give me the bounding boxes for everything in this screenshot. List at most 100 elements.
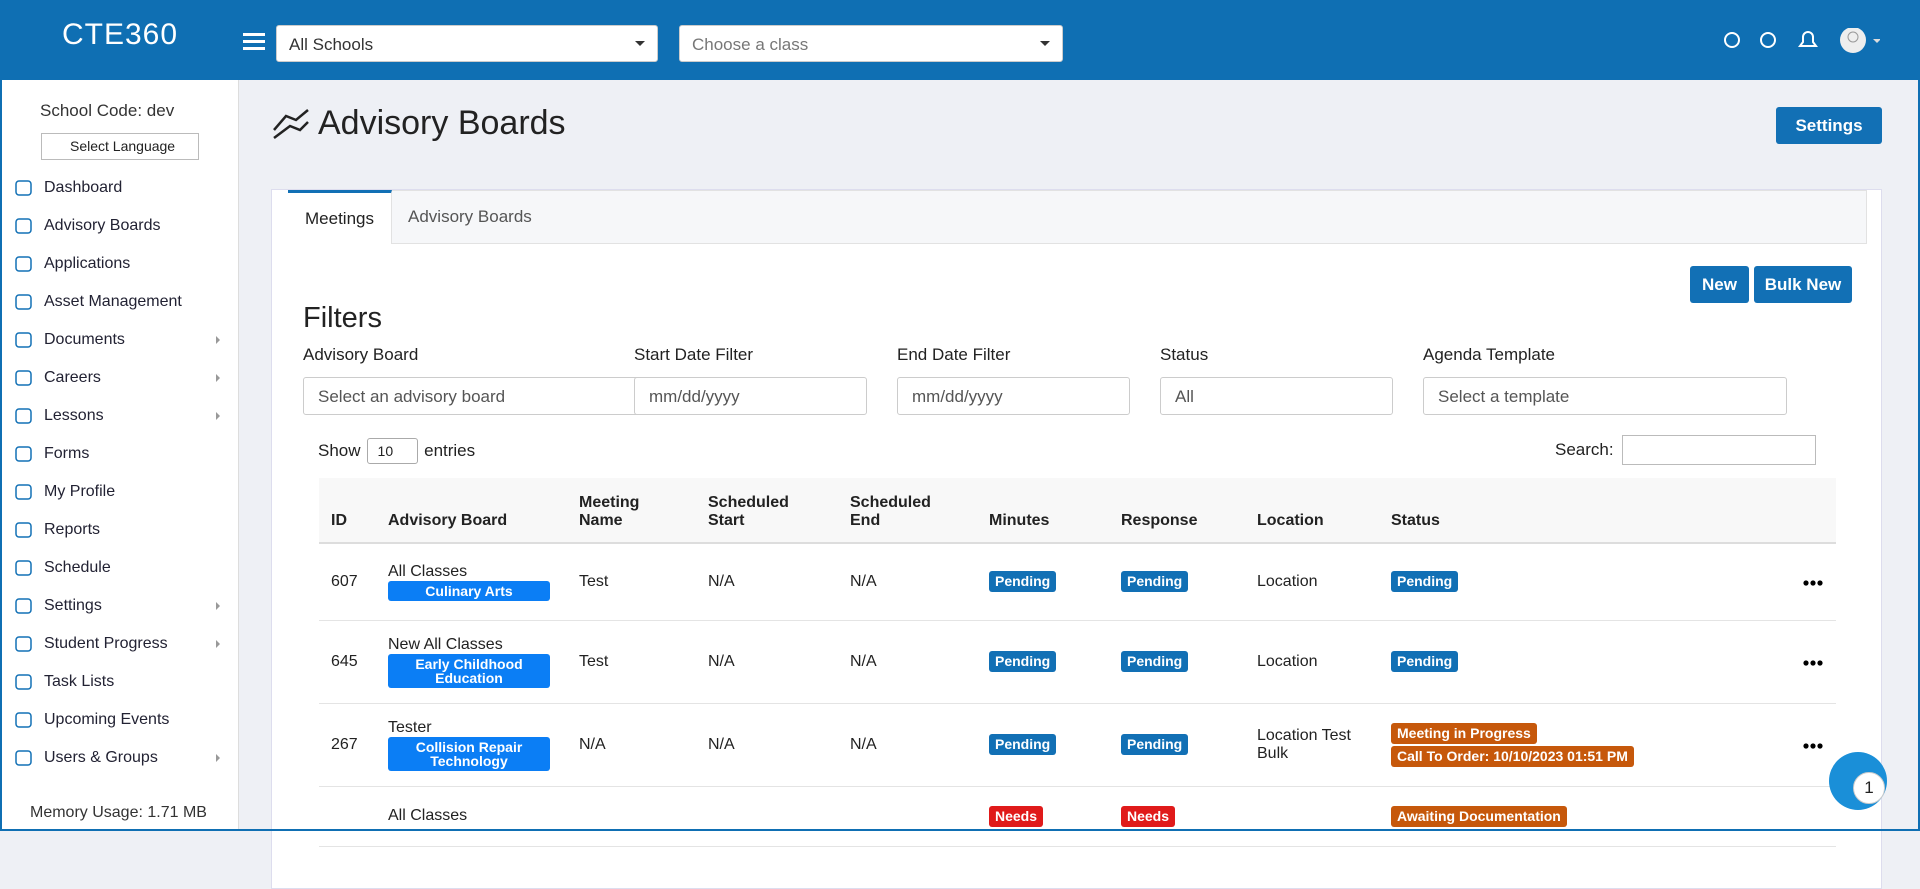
cell: All Classes Culinary Arts <box>376 543 567 621</box>
menu-icon <box>15 636 32 652</box>
menu-icon <box>15 370 32 386</box>
filter-label: Advisory Board <box>303 345 419 364</box>
cell: Pending <box>977 543 1109 621</box>
menu-item[interactable]: Asset Management <box>14 283 224 321</box>
menu-item[interactable]: Settings <box>14 587 224 625</box>
end: N/A <box>850 572 877 590</box>
cell: Pending <box>1109 620 1245 704</box>
menu-item[interactable]: Documents <box>14 321 224 359</box>
menu-icon <box>15 598 32 614</box>
menu-icon <box>15 446 32 462</box>
column-header[interactable]: Advisory Board <box>376 478 567 544</box>
cell: Location <box>1245 620 1379 704</box>
filter-input[interactable]: Select a template <box>1423 377 1787 415</box>
search-input[interactable] <box>1621 435 1816 465</box>
cell <box>838 786 977 847</box>
meetings-table: ID Advisory Board Meeting Name Scheduled St… <box>319 478 1836 847</box>
class-tag: Culinary Arts <box>388 580 550 601</box>
row-actions[interactable] <box>1803 580 1823 586</box>
status-wrap: Awaiting Documentation <box>1391 805 1779 827</box>
menu-icon <box>15 560 32 576</box>
entries-label: entries <box>424 441 476 460</box>
menu-label: Asset Management <box>44 293 182 310</box>
new-button[interactable]: New <box>1690 266 1749 303</box>
menu-label: Reports <box>44 521 101 538</box>
menu-toggle[interactable] <box>243 32 267 52</box>
cell: Pending <box>977 703 1109 787</box>
cell: Pending <box>1379 543 1791 621</box>
menu-icon <box>15 750 32 766</box>
top-bar: CTE360 All Schools Choose a class <box>0 0 1920 80</box>
tab[interactable]: Advisory Boards <box>408 207 532 226</box>
menu-label: Applications <box>44 255 131 272</box>
column-header[interactable]: Response <box>1109 478 1245 544</box>
language-select[interactable]: Select Language <box>41 133 199 160</box>
bulk-new-button[interactable]: Bulk New <box>1754 266 1852 303</box>
menu-item[interactable]: Upcoming Events <box>14 701 224 739</box>
name: Test <box>579 652 609 670</box>
menu-item[interactable]: Reports <box>14 511 224 549</box>
column-header <box>1791 478 1836 544</box>
settings-button[interactable]: Settings <box>1776 107 1882 144</box>
menu-item[interactable]: Careers <box>14 359 224 397</box>
menu-icon <box>15 484 32 500</box>
end: N/A <box>850 652 877 670</box>
menu-icon <box>15 218 32 234</box>
column-header[interactable]: Scheduled Start <box>696 478 838 544</box>
school-select[interactable]: All Schools <box>276 25 658 62</box>
column-header[interactable]: Location <box>1245 478 1379 544</box>
menu-label: Careers <box>44 369 101 386</box>
response-badge: Needs <box>1121 805 1176 827</box>
menu-item[interactable]: Applications <box>14 245 224 283</box>
board: All Classes <box>388 807 468 824</box>
column-header[interactable]: Scheduled End <box>838 478 977 544</box>
cell: N/A <box>567 703 696 787</box>
menu-item[interactable]: My Profile <box>14 473 224 511</box>
top-icons[interactable] <box>1720 28 1880 54</box>
menu-label: Settings <box>44 597 102 614</box>
status-badge: Meeting in Progress <box>1391 722 1537 744</box>
minutes-badge: Pending <box>989 734 1057 755</box>
column-header[interactable]: Minutes <box>977 478 1109 544</box>
cell: 267 <box>319 703 376 787</box>
menu-icon <box>15 332 32 348</box>
cell <box>567 786 696 847</box>
minutes-badge: Pending <box>989 571 1057 593</box>
row-actions[interactable] <box>1803 742 1823 749</box>
chat-badge: 1 <box>1853 772 1885 804</box>
name: N/A <box>579 735 606 753</box>
end: N/A <box>850 735 877 753</box>
tab[interactable]: Meetings <box>288 190 392 244</box>
menu-item[interactable]: Users & Groups <box>14 739 224 777</box>
menu-item[interactable]: Forms <box>14 435 224 473</box>
column-header[interactable]: Meeting Name <box>567 478 696 544</box>
menu-item[interactable]: Student Progress <box>14 625 224 663</box>
row-actions[interactable] <box>1803 659 1823 666</box>
menu-item[interactable]: Task Lists <box>14 663 224 701</box>
status-wrap: Pending <box>1391 651 1779 672</box>
filter-input[interactable]: Select an advisory board <box>303 377 667 415</box>
menu-label: Documents <box>44 331 125 348</box>
menu-label: Users & Groups <box>44 749 158 766</box>
board: Tester <box>388 718 432 736</box>
filter-input[interactable]: mm/dd/yyyy <box>897 377 1130 415</box>
filter-label: Start Date Filter <box>634 345 754 364</box>
column-header[interactable]: Status <box>1379 478 1791 544</box>
cell: Meeting in Progress Call To Order: 10/10/… <box>1379 703 1791 787</box>
filter-input[interactable]: mm/dd/yyyy <box>634 377 867 415</box>
filter-input[interactable]: All <box>1160 377 1393 415</box>
search-label: Search: <box>1555 440 1614 459</box>
cell: N/A <box>838 703 977 787</box>
menu-item[interactable]: Lessons <box>14 397 224 435</box>
column-header[interactable]: ID <box>319 478 376 544</box>
menu-item[interactable]: Dashboard <box>14 169 224 207</box>
menu-label: My Profile <box>44 483 116 500</box>
entries-select[interactable]: 10 <box>366 438 419 464</box>
menu-item[interactable]: Advisory Boards <box>14 207 224 245</box>
logo[interactable]: CTE360 <box>62 18 179 51</box>
menu-item[interactable]: Schedule <box>14 549 224 587</box>
filters-heading: Filters <box>303 302 382 334</box>
class-select[interactable]: Choose a class <box>679 25 1063 62</box>
cell <box>1791 786 1836 847</box>
